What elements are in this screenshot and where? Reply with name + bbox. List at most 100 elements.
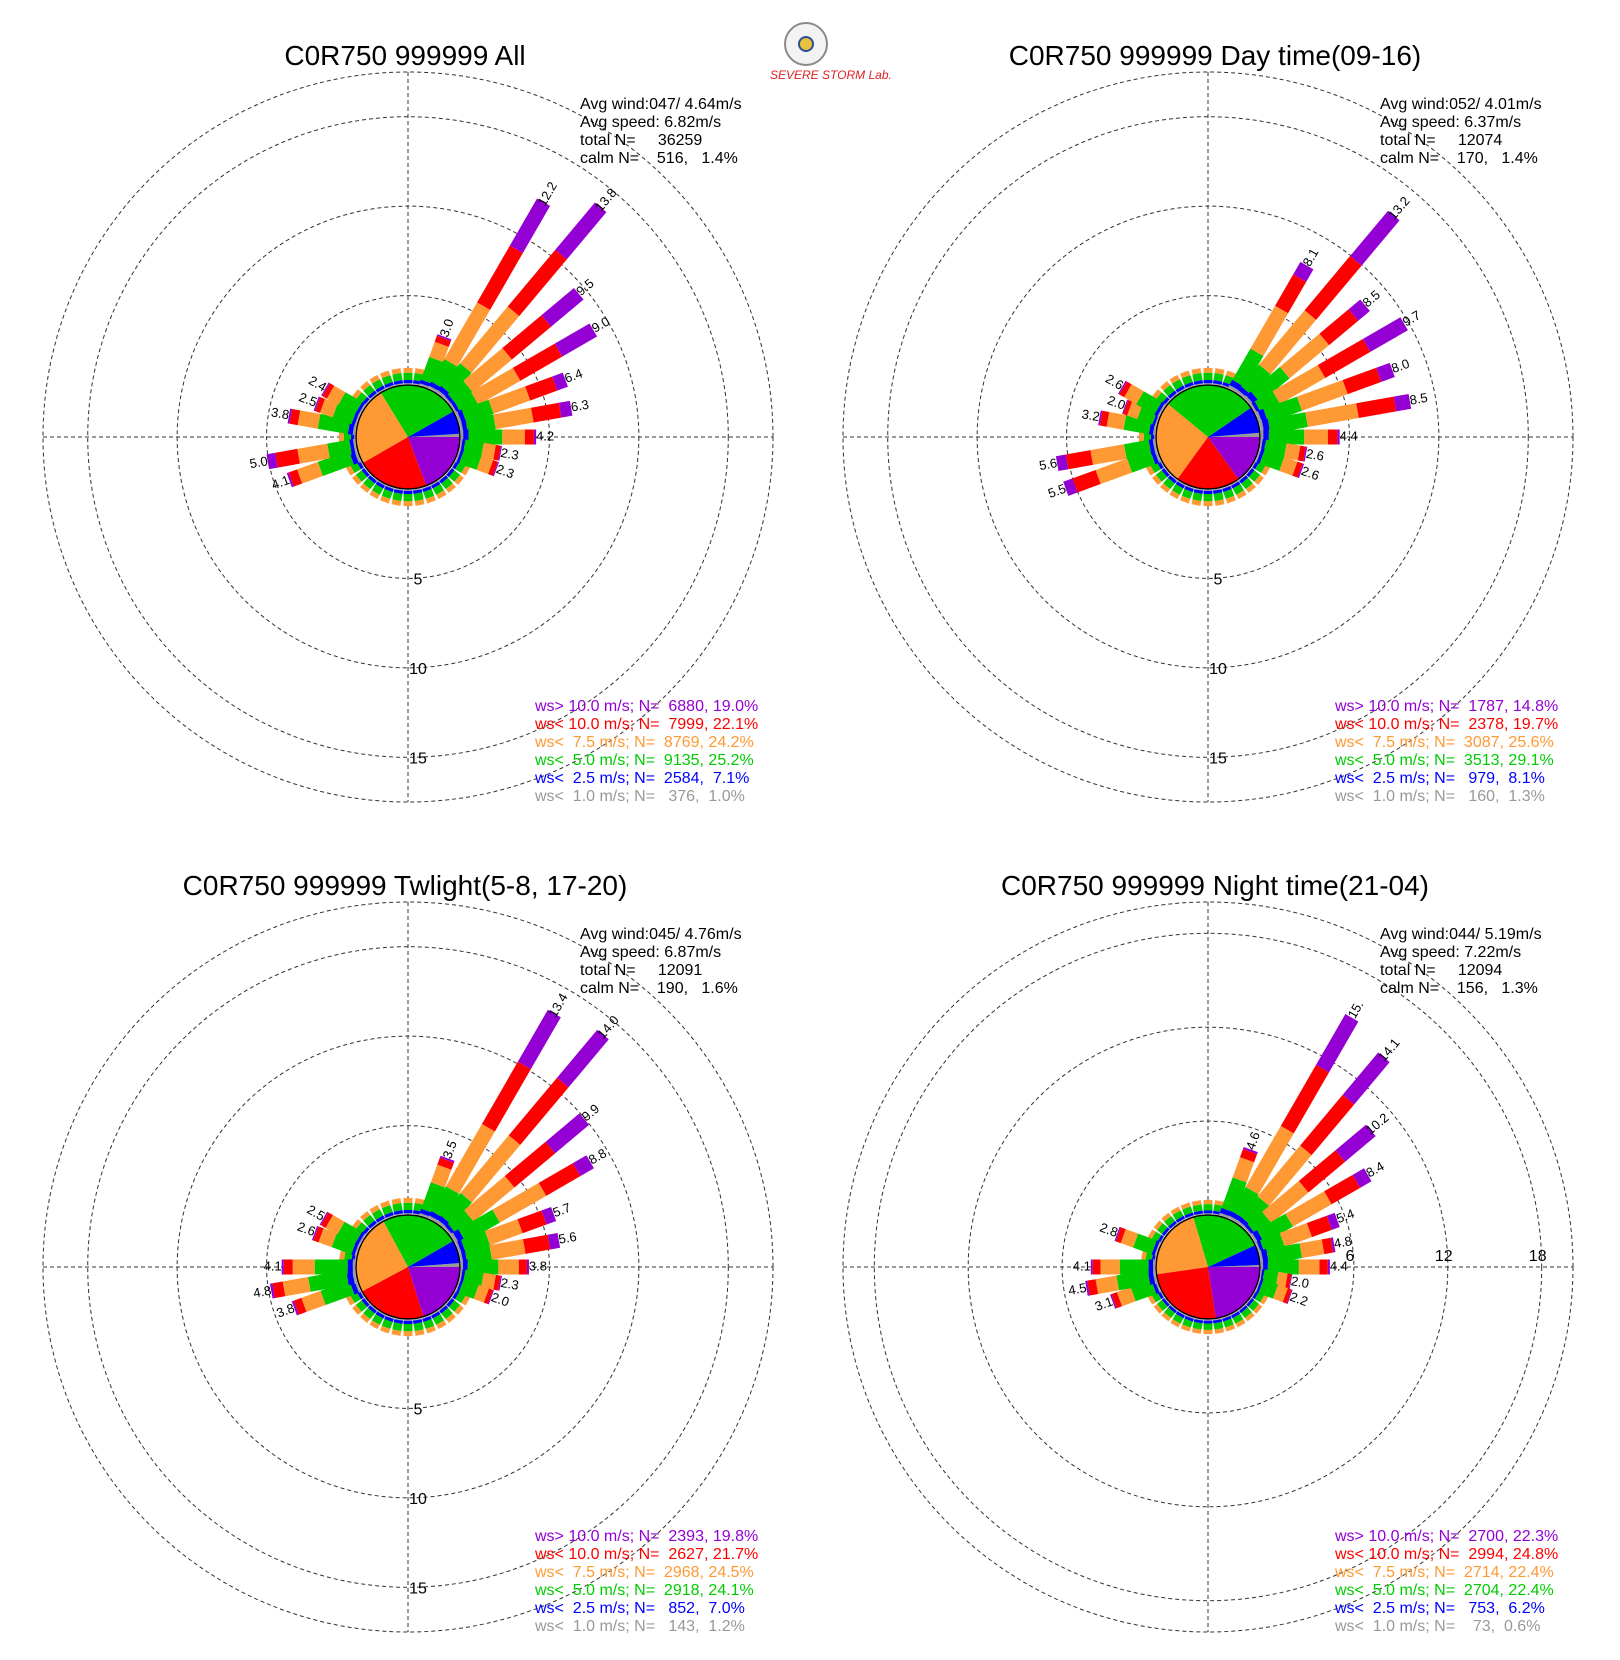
seal-icon (784, 22, 828, 66)
legend-entry: ws< 7.5 m/s; N= 8769, 24.2% (535, 734, 754, 751)
ring-label: 15 (409, 1580, 427, 1597)
bar-label: 5.4 (1334, 1206, 1356, 1226)
bar-segment (1065, 450, 1093, 470)
bar-segment (394, 488, 404, 491)
bar-segment (1256, 1213, 1293, 1244)
bar-segment (403, 501, 413, 507)
bar-segment (272, 1281, 286, 1299)
bar-segment (1143, 432, 1151, 442)
bar-segment (412, 1319, 423, 1324)
bar-label: 5.7 (551, 1200, 573, 1220)
bar-segment (430, 1310, 439, 1316)
bar-segment (1203, 372, 1213, 380)
bar-segment (1298, 1259, 1320, 1275)
bar-segment (1232, 348, 1264, 388)
bar-label: 3.2 (1081, 406, 1101, 424)
pie-slice (408, 1267, 460, 1317)
bar-segment (434, 335, 451, 347)
bar-segment (1090, 444, 1127, 465)
stat-line: calm N= 156, 1.3% (1380, 980, 1538, 997)
ring-circle (873, 932, 1543, 1602)
bar-segment (423, 1319, 435, 1329)
bar-segment (1239, 1305, 1248, 1314)
bar-segment (352, 1259, 355, 1275)
bar-segment (1122, 399, 1129, 415)
legend-entry: ws> 10.0 m/s; N= 1787, 14.8% (1335, 698, 1559, 715)
bar-segment (412, 489, 423, 494)
pie-outline (355, 384, 461, 490)
bar-segment (1285, 1191, 1332, 1227)
bar-segment (468, 429, 503, 445)
bar-segment (441, 477, 453, 490)
bar-segment (1282, 1288, 1292, 1304)
bar-segment (1255, 448, 1262, 463)
bar-segment (502, 315, 552, 360)
bar-segment (369, 1204, 380, 1214)
bar-segment (352, 389, 362, 400)
pie-slice (1193, 1215, 1256, 1267)
bar-segment (1298, 1150, 1346, 1193)
legend-entry: ws< 1.0 m/s; N= 73, 0.6% (1335, 1618, 1541, 1635)
bar-segment (1132, 1233, 1157, 1255)
bar-segment (1124, 384, 1144, 405)
bar-label: 2.8 (1098, 1220, 1120, 1240)
bar-label: 2.3 (500, 445, 520, 463)
bar-segment (557, 1029, 609, 1088)
bar-segment (498, 445, 503, 461)
bar-segment (1225, 495, 1236, 504)
legend-entry: ws< 5.0 m/s; N= 3513, 29.1% (1335, 752, 1554, 769)
bar-segment (512, 343, 563, 381)
bar-segment (467, 1259, 499, 1275)
ring-label: 5 (414, 1401, 423, 1418)
bar-segment (1254, 474, 1264, 485)
bar-segment (412, 383, 422, 386)
bar-segment (1169, 490, 1180, 500)
bar-segment (403, 379, 413, 384)
bar-segment (459, 449, 482, 470)
bar-segment (320, 1280, 355, 1305)
bar-segment (363, 1214, 375, 1227)
bar-segment (360, 381, 371, 391)
bar-segment (1241, 477, 1253, 490)
bar-segment (1337, 429, 1340, 445)
bar-segment (1356, 396, 1397, 419)
bar-segment (413, 492, 424, 502)
ring-label: 15 (1209, 750, 1227, 767)
bar-label: 3.8 (274, 1300, 296, 1320)
legend-entry: ws< 7.5 m/s; N= 2968, 24.5% (535, 1564, 754, 1581)
bar-segment (385, 1214, 395, 1219)
bar-segment (1169, 374, 1180, 384)
legend: ws> 10.0 m/s; N= 2393, 19.8% ws< 10.0 m/s… (535, 1528, 758, 1636)
bar-segment (1260, 1294, 1269, 1305)
bar-segment (481, 1061, 531, 1132)
stat-line: total N= 36259 (580, 132, 703, 149)
bar-segment (377, 480, 386, 486)
bar-segment (421, 485, 431, 490)
bar-label: 6.3 (570, 397, 590, 415)
bar-segment (498, 1259, 519, 1275)
legend-entry: ws< 7.5 m/s; N= 2714, 22.4% (1335, 1564, 1554, 1581)
legend: ws> 10.0 m/s; N= 1787, 14.8% ws< 10.0 m/s… (1335, 698, 1558, 806)
bar-segment (313, 1226, 324, 1243)
bar-segment (1213, 492, 1224, 502)
bar-segment (357, 1233, 366, 1247)
bar-segment (1163, 384, 1175, 397)
bar-segment (269, 1283, 276, 1299)
bar-segment (441, 1192, 472, 1226)
bar-segment (1304, 429, 1328, 445)
ring-label: 12 (1435, 1248, 1453, 1265)
bar-segment (1245, 1125, 1294, 1195)
bar-segment (463, 348, 512, 393)
bar-label: 13.4 (545, 991, 571, 1020)
ring-label: 5 (1214, 571, 1223, 588)
bar-segment (1296, 380, 1348, 411)
bar-segment (1063, 478, 1078, 496)
bar-segment (1221, 384, 1231, 389)
bar-segment (1161, 1212, 1172, 1222)
bar-segment (363, 1297, 371, 1306)
bar-segment (321, 382, 330, 397)
stat-line: Avg wind:047/ 4.64m/s (580, 96, 742, 113)
bar-segment (533, 429, 537, 445)
bar-segment (1242, 1146, 1258, 1155)
